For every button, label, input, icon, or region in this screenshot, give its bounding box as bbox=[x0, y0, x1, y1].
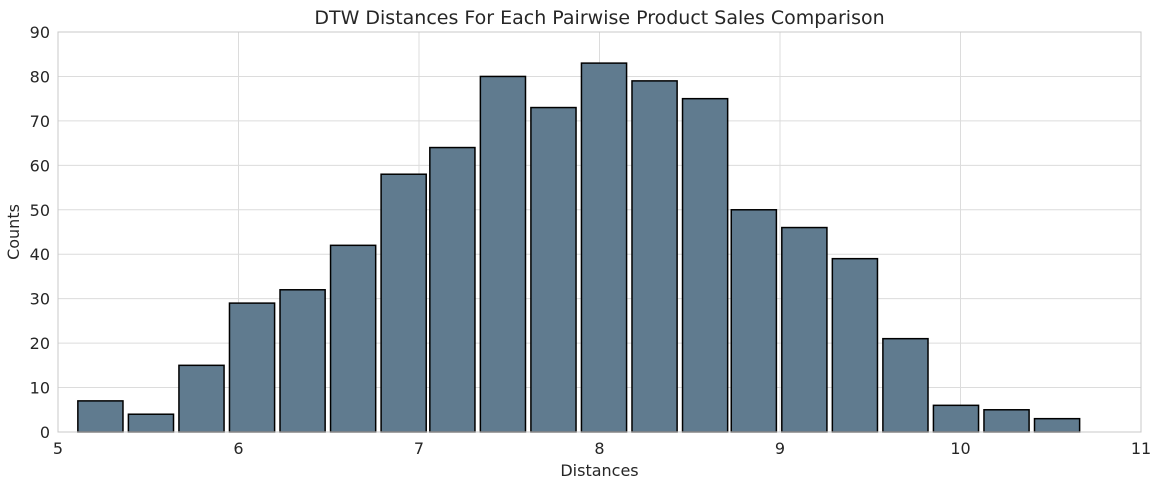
x-tick-labels: 5 6 7 8 9 10 11 bbox=[53, 439, 1151, 458]
y-tick-label: 20 bbox=[30, 334, 50, 353]
y-tick-label: 10 bbox=[30, 379, 50, 398]
y-tick-label: 90 bbox=[30, 23, 50, 42]
y-tick-label: 60 bbox=[30, 156, 50, 175]
bars bbox=[77, 62, 1081, 433]
chart-title: DTW Distances For Each Pairwise Product … bbox=[314, 7, 884, 29]
y-tick-label: 40 bbox=[30, 245, 50, 264]
x-tick-label: 8 bbox=[594, 439, 604, 458]
bar bbox=[228, 302, 276, 433]
y-axis-label: Counts bbox=[4, 204, 23, 260]
y-tick-label: 0 bbox=[40, 423, 50, 442]
y-tick-label: 70 bbox=[30, 112, 50, 131]
x-tick-label: 5 bbox=[53, 439, 63, 458]
x-tick-label: 9 bbox=[775, 439, 785, 458]
bar bbox=[882, 337, 929, 433]
bar bbox=[380, 173, 427, 433]
bar bbox=[77, 400, 124, 433]
bar bbox=[983, 409, 1030, 433]
y-tick-label: 80 bbox=[30, 67, 50, 86]
bar bbox=[429, 146, 476, 433]
bar bbox=[781, 226, 828, 433]
y-tick-label: 50 bbox=[30, 201, 50, 220]
bar bbox=[279, 289, 326, 433]
bar bbox=[178, 364, 225, 433]
bar bbox=[681, 97, 729, 433]
plot-frame bbox=[57, 31, 1142, 433]
y-tick-label: 30 bbox=[30, 290, 50, 309]
bar bbox=[479, 75, 527, 433]
bar bbox=[631, 80, 678, 433]
bar bbox=[730, 209, 778, 433]
bar bbox=[831, 257, 879, 433]
bar bbox=[580, 62, 628, 433]
x-tick-label: 11 bbox=[1131, 439, 1151, 458]
bar bbox=[530, 106, 577, 433]
x-tick-label: 10 bbox=[950, 439, 970, 458]
bar bbox=[127, 413, 175, 433]
x-axis-label: Distances bbox=[560, 461, 638, 480]
x-tick-label: 7 bbox=[414, 439, 424, 458]
x-tick-label: 6 bbox=[233, 439, 243, 458]
y-tick-labels: 0 10 20 30 40 50 60 70 80 90 bbox=[30, 23, 50, 442]
bar bbox=[932, 404, 980, 433]
bar bbox=[329, 244, 377, 433]
bar bbox=[1033, 417, 1081, 433]
